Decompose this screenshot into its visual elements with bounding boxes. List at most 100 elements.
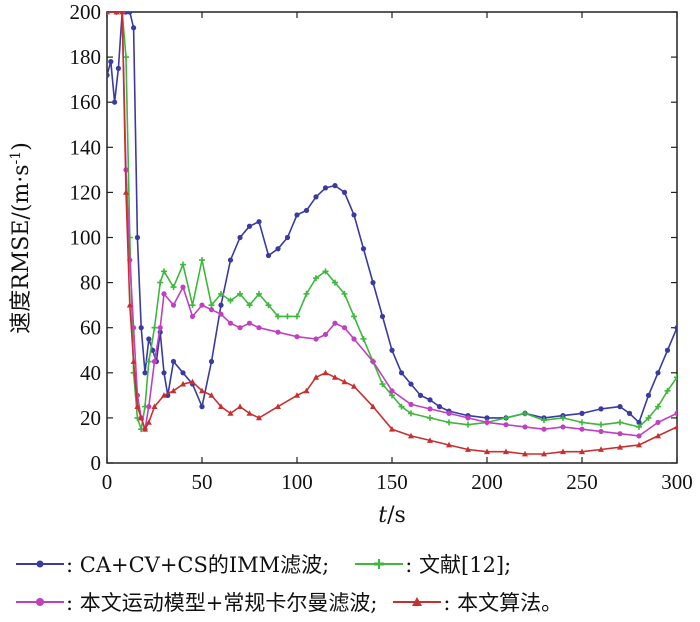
series-ref12-point	[674, 374, 677, 381]
series-ref12-point	[408, 410, 414, 417]
series-kalman-point	[146, 404, 152, 410]
series-ref12-point	[332, 279, 338, 286]
series-kalman-point	[341, 325, 348, 331]
legend-item-kalman: : 本文运动模型+常规卡尔曼滤波;	[14, 587, 377, 617]
series-imm-point	[617, 404, 623, 410]
legend-swatch-ref12	[355, 559, 404, 569]
series-imm-point	[360, 246, 367, 252]
series-proposed-point	[138, 414, 145, 421]
series-ref12-point	[398, 403, 405, 410]
series-proposed-point	[180, 380, 186, 387]
series-kalman-point	[199, 302, 205, 308]
series-imm-point	[218, 302, 224, 308]
series-proposed-point	[579, 448, 585, 455]
x-tick-label: 300	[661, 470, 693, 494]
y-tick-label: 80	[80, 271, 101, 295]
series-kalman-point	[446, 410, 452, 416]
series-ref12-point	[360, 335, 367, 342]
series-imm-point	[138, 325, 144, 331]
series-ref12-point	[560, 414, 566, 421]
x-tick-label: 100	[281, 470, 313, 494]
series-proposed-point	[541, 450, 547, 457]
series-ref12-point	[579, 419, 585, 426]
series-kalman-point	[408, 401, 414, 407]
series-kalman-point	[227, 320, 234, 326]
series-ref12-point	[151, 324, 158, 331]
series-proposed-point	[674, 423, 677, 430]
series-imm-point	[246, 223, 253, 229]
series-proposed-point	[465, 446, 471, 452]
series-proposed-point	[427, 437, 433, 443]
series-proposed-point	[119, 12, 126, 15]
series-kalman-point	[161, 291, 167, 297]
x-tick-label: 250	[566, 470, 598, 494]
series-proposed-point	[655, 432, 661, 439]
series-proposed-point	[246, 410, 253, 416]
series-kalman-point	[189, 313, 196, 320]
series-imm-point	[427, 397, 433, 403]
legend-row-1: : CA+CV+CS的IMM滤波; : 文献[12];	[14, 546, 525, 582]
series-ref12-point	[218, 290, 224, 297]
series-proposed-point	[145, 419, 152, 425]
series-imm-point	[265, 252, 272, 259]
series-kalman-point	[465, 415, 471, 421]
series-proposed-point	[275, 403, 281, 410]
series-ref12-point	[256, 290, 262, 297]
series-ref12-point	[379, 381, 386, 388]
series-ref12-point	[636, 423, 642, 430]
series-imm-point	[655, 370, 661, 376]
series-proposed	[107, 12, 677, 457]
series-kalman-point	[389, 388, 395, 394]
series-kalman-point	[170, 302, 177, 308]
series-proposed-point	[256, 414, 262, 421]
series-proposed-point	[294, 392, 300, 398]
series-proposed-point	[126, 301, 133, 308]
series-kalman-point	[655, 419, 661, 426]
series-proposed-point	[617, 444, 623, 450]
series-imm-point	[107, 72, 110, 78]
series-ref12-point	[294, 313, 300, 320]
legend-item-proposed: : 本文算法。	[391, 587, 562, 617]
series-proposed-point	[218, 403, 224, 410]
series-kalman-point	[370, 358, 376, 365]
series-imm-point	[379, 313, 386, 320]
y-tick-label: 0	[91, 451, 102, 475]
series-proposed-point	[130, 358, 137, 364]
series-imm-line	[107, 12, 677, 424]
series-kalman-point	[579, 426, 585, 432]
series-imm-point	[275, 246, 281, 252]
series-kalman-point	[484, 419, 490, 426]
series-imm-point	[626, 410, 633, 416]
series-proposed-point	[107, 12, 110, 15]
series-imm-point	[161, 370, 167, 376]
series-kalman-point	[503, 422, 509, 428]
series-ref12-point	[170, 284, 177, 291]
series-ref12-point	[664, 387, 671, 394]
legend-row-2: : 本文运动模型+常规卡尔曼滤波; : 本文算法。	[14, 584, 576, 620]
series-proposed-point	[237, 403, 243, 410]
series-kalman-point	[313, 336, 319, 342]
series-imm-point	[112, 99, 118, 105]
series-proposed-point	[560, 448, 566, 455]
series-proposed-point	[134, 403, 141, 410]
series-imm-point	[170, 358, 177, 365]
series-imm-point	[256, 219, 262, 225]
series-imm-point	[180, 370, 186, 376]
series-ref12-point	[522, 410, 528, 417]
y-tick-label: 60	[80, 316, 101, 340]
series-ref12-point	[246, 302, 253, 309]
series-proposed-point	[446, 441, 452, 448]
series-proposed-point	[503, 448, 509, 455]
series-proposed-point	[199, 387, 205, 394]
series-ref12-point	[541, 417, 547, 424]
series-imm-point	[303, 207, 310, 214]
series-ref12-point	[341, 290, 348, 297]
series-imm-point	[294, 212, 300, 218]
legend: : CA+CV+CS的IMM滤波; : 文献[12]; : 本文运动模型+常规卡…	[0, 540, 700, 622]
y-tick-label: 20	[80, 406, 101, 430]
y-tick-label: 180	[70, 45, 102, 69]
y-tick-label: 40	[80, 361, 101, 385]
series-ref12-point	[189, 302, 196, 309]
series-imm-point	[645, 392, 652, 398]
series-kalman-point	[560, 424, 566, 430]
